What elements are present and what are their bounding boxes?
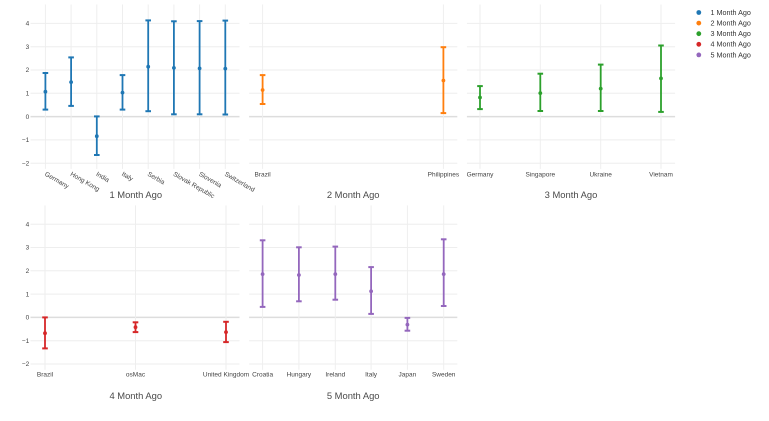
svg-text:1: 1 <box>26 91 30 98</box>
svg-text:Singapore: Singapore <box>525 172 555 179</box>
svg-text:4: 4 <box>26 221 30 228</box>
svg-text:Croatia: Croatia <box>252 372 273 379</box>
svg-text:Brazil: Brazil <box>37 372 54 379</box>
svg-text:3: 3 <box>26 44 30 51</box>
svg-text:1: 1 <box>26 291 30 298</box>
svg-text:3: 3 <box>26 245 30 252</box>
svg-text:0: 0 <box>26 315 30 322</box>
svg-text:Sweden: Sweden <box>432 372 456 379</box>
svg-text:−2: −2 <box>22 361 30 368</box>
svg-text:3 Month Ago: 3 Month Ago <box>545 189 598 200</box>
svg-text:Japan: Japan <box>399 372 417 379</box>
svg-text:−1: −1 <box>22 137 30 144</box>
svg-text:1 Month Ago: 1 Month Ago <box>109 189 162 200</box>
svg-text:4 Month Ago: 4 Month Ago <box>109 390 162 401</box>
svg-text:5 Month Ago: 5 Month Ago <box>327 390 380 401</box>
svg-text:Italy: Italy <box>365 372 378 379</box>
svg-text:Vietnam: Vietnam <box>649 172 673 179</box>
svg-text:4: 4 <box>26 21 30 28</box>
svg-text:5 Month Ago: 5 Month Ago <box>711 50 751 59</box>
svg-text:1 Month Ago: 1 Month Ago <box>711 8 751 17</box>
svg-text:2: 2 <box>26 268 30 275</box>
svg-text:0: 0 <box>26 114 30 121</box>
svg-text:2 Month Ago: 2 Month Ago <box>711 19 751 28</box>
svg-text:Ireland: Ireland <box>325 372 345 379</box>
svg-text:Brazil: Brazil <box>254 172 271 179</box>
svg-text:2: 2 <box>26 67 30 74</box>
svg-text:−1: −1 <box>22 338 30 345</box>
svg-text:2 Month Ago: 2 Month Ago <box>327 189 380 200</box>
svg-text:−2: −2 <box>22 160 30 167</box>
svg-text:3 Month Ago: 3 Month Ago <box>711 29 751 38</box>
svg-text:United Kingdom: United Kingdom <box>203 372 249 379</box>
svg-text:4 Month Ago: 4 Month Ago <box>711 40 751 49</box>
svg-text:Germany: Germany <box>467 172 494 179</box>
svg-text:Ukraine: Ukraine <box>589 172 612 179</box>
svg-text:Philippines: Philippines <box>428 172 460 179</box>
svg-text:Hungary: Hungary <box>287 372 312 379</box>
svg-text:osMac: osMac <box>126 372 146 379</box>
